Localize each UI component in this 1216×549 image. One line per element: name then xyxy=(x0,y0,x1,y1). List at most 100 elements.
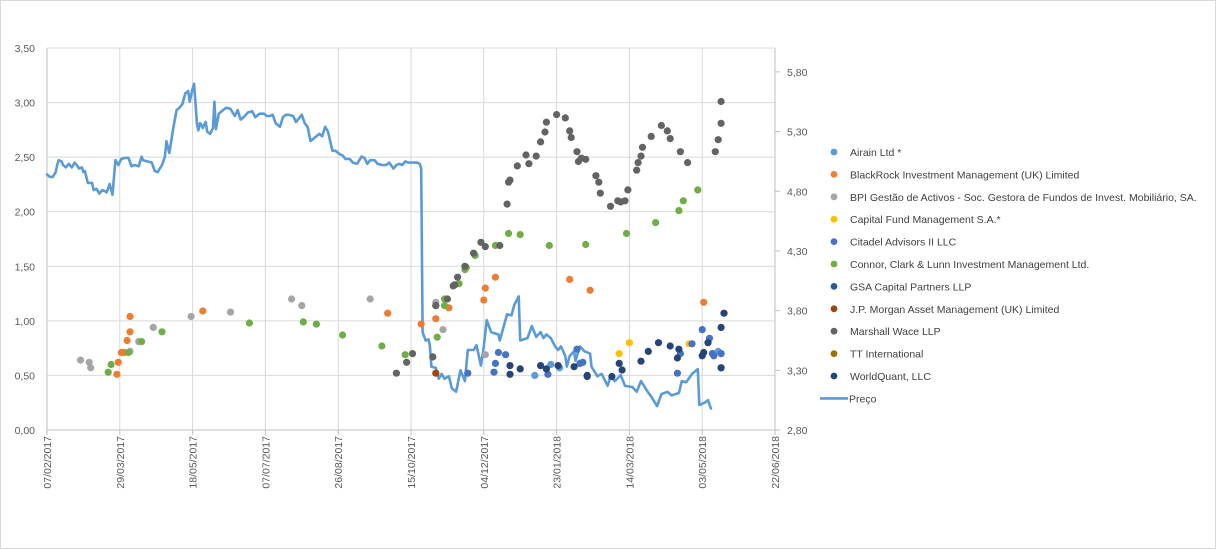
scatter-point xyxy=(502,351,510,359)
scatter-point xyxy=(675,345,683,353)
scatter-point xyxy=(608,372,616,381)
scatter-point xyxy=(621,197,629,205)
scatter-point xyxy=(633,166,641,174)
scatter-point xyxy=(490,368,498,376)
scatter-point xyxy=(573,148,581,156)
scatter-point xyxy=(717,323,725,331)
scatter-point xyxy=(513,162,521,170)
x-tick-label: 07/07/2017 xyxy=(260,436,272,489)
x-tick-label: 18/05/2017 xyxy=(188,436,200,489)
scatter-point xyxy=(439,326,447,334)
legend-marker xyxy=(830,215,838,223)
scatter-point xyxy=(199,307,207,315)
legend-marker xyxy=(830,171,838,178)
scatter-point xyxy=(299,318,307,326)
scatter-point xyxy=(545,241,553,250)
y-axis-right-ticks: 2,80 3,30 3,80 4,30 4,80 5,30 5,80 xyxy=(775,67,808,437)
scatter-point xyxy=(663,127,671,135)
scatter-point xyxy=(491,359,499,367)
scatter-point xyxy=(644,347,652,355)
legend-marker xyxy=(830,193,838,201)
legend-label: WorldQuant, LLC xyxy=(850,371,931,383)
scatter-point xyxy=(470,249,478,257)
y-axis-left-ticks: 0,00 0,50 1,00 1,50 2,00 2,50 3,00 3,50 xyxy=(15,43,36,437)
scatter-point xyxy=(711,148,719,156)
legend-marker xyxy=(830,238,838,246)
scatter-point xyxy=(480,296,488,304)
scatter-point xyxy=(657,121,666,130)
legend-label: Citadel Advisors II LLC xyxy=(850,237,957,249)
scatter-point xyxy=(679,197,687,205)
scatter-point xyxy=(384,309,392,317)
scatter-point xyxy=(673,369,682,377)
scatter-point xyxy=(700,298,708,306)
y-right-tick-label: 3,30 xyxy=(787,365,808,377)
scatter-point xyxy=(573,345,581,353)
scatter-point xyxy=(554,362,562,370)
scatter-point xyxy=(506,370,514,378)
scatter-point xyxy=(666,135,674,143)
scatter-point xyxy=(532,152,540,160)
scatter-point xyxy=(123,336,131,345)
y-left-tick-label: 3,00 xyxy=(15,98,36,110)
scatter-point xyxy=(567,133,575,142)
scatter-point xyxy=(537,138,545,146)
scatter-point xyxy=(506,176,514,184)
scatter-point xyxy=(245,319,253,327)
scatter-point xyxy=(637,357,645,365)
legend: Airain Ltd * BlackRock Investment Managem… xyxy=(820,147,1197,405)
x-tick-label: 14/03/2018 xyxy=(624,436,636,489)
scatter-point xyxy=(443,295,451,303)
scatter-point xyxy=(138,338,146,346)
scatter-point xyxy=(637,152,645,160)
y-left-tick-label: 0,00 xyxy=(15,425,36,437)
scatter-point xyxy=(505,229,513,238)
scatter-point xyxy=(570,363,578,371)
scatter-point xyxy=(566,275,574,283)
scatter-point xyxy=(378,342,386,350)
scatter-point xyxy=(647,132,655,140)
scatter-point xyxy=(114,358,122,366)
scatter-point xyxy=(104,368,112,376)
scatter-point xyxy=(288,295,296,303)
scatter-point xyxy=(717,350,725,358)
scatter-point xyxy=(76,356,85,364)
scatter-point xyxy=(622,229,631,238)
y-right-tick-label: 4,30 xyxy=(787,246,808,258)
legend-label: GSA Capital Partners LLP xyxy=(850,281,971,293)
gridlines xyxy=(47,47,775,430)
scatter-point xyxy=(710,352,718,360)
scatter-point xyxy=(582,240,590,249)
scatter-point xyxy=(583,372,591,381)
legend-label: BPI Gestão de Activos - Soc. Gestora de … xyxy=(850,192,1197,204)
scatter-point xyxy=(652,219,660,227)
scatter-point xyxy=(392,369,400,377)
legend-marker xyxy=(830,283,838,290)
scatter-point xyxy=(187,312,195,321)
scatter-point xyxy=(717,364,725,372)
scatter-point xyxy=(684,159,692,167)
legend-label: BlackRock Investment Management (UK) Lim… xyxy=(850,169,1079,181)
x-tick-label: 22/06/2018 xyxy=(770,436,782,489)
scatter-point xyxy=(113,370,121,378)
x-tick-label: 26/08/2017 xyxy=(333,436,345,489)
scatter-point xyxy=(432,315,440,323)
scatter-point xyxy=(596,189,604,197)
y-right-tick-label: 5,80 xyxy=(787,67,808,79)
scatter-point xyxy=(516,365,524,373)
scatter-point xyxy=(717,119,725,127)
scatter-point xyxy=(417,320,425,328)
price-line xyxy=(45,82,713,410)
scatter-point xyxy=(403,358,411,366)
scatter-point xyxy=(714,136,722,144)
scatter-point xyxy=(694,186,702,194)
x-tick-label: 15/10/2017 xyxy=(406,436,418,489)
scatter-point xyxy=(432,369,440,377)
scatter-point xyxy=(615,359,623,367)
scatter-point xyxy=(615,350,623,358)
scatter-point xyxy=(440,302,449,310)
x-tick-label: 07/02/2017 xyxy=(42,436,54,489)
scatter-point xyxy=(675,207,683,215)
legend-marker xyxy=(830,305,838,313)
